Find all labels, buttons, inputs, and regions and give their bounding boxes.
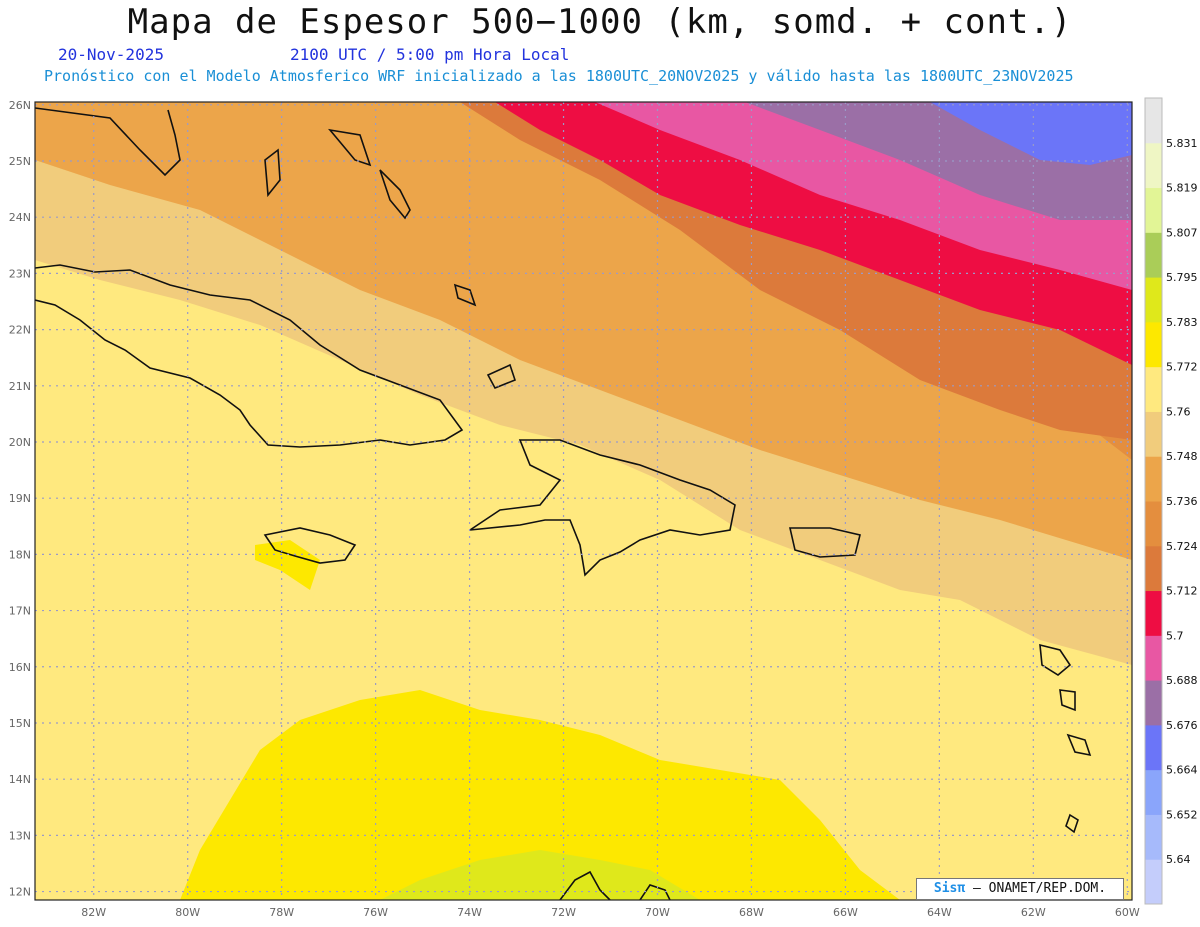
- colorbar-level-label: 5.819: [1166, 182, 1198, 195]
- lon-tick-label: 80W: [175, 906, 200, 919]
- lat-tick-label: 12N: [9, 886, 31, 899]
- martinique-coast: [1066, 733, 1092, 757]
- colorbar-level-label: 5.676: [1166, 719, 1198, 732]
- lon-tick-label: 78W: [269, 906, 294, 919]
- colorbar-swatch: [1145, 277, 1162, 323]
- colorbar-level-label: 5.724: [1166, 540, 1198, 553]
- band-5.664: [930, 102, 1132, 165]
- colorbar-swatch: [1145, 232, 1162, 278]
- colorbar-swatch: [1145, 859, 1162, 905]
- lon-tick-label: 66W: [833, 906, 858, 919]
- puerto-rico-coast: [788, 527, 861, 558]
- guadeloupe-coast: [1039, 643, 1072, 676]
- colorbar-level-label: 5.64: [1166, 853, 1191, 866]
- bahamas-andros: [264, 148, 281, 198]
- colorbar-swatch: [1145, 366, 1162, 412]
- colorbar-level-label: 5.831: [1166, 137, 1198, 150]
- lat-tick-label: 21N: [9, 380, 31, 393]
- band-5.772: [180, 690, 900, 900]
- lon-tick-label: 62W: [1021, 906, 1046, 919]
- forecast-label: Pronóstico con el Modelo Atmosferico WRF…: [44, 67, 1074, 85]
- lat-tick-label: 22N: [9, 324, 31, 337]
- coastlines: [35, 107, 1092, 900]
- colorbar-level-label: 5.76: [1166, 405, 1191, 418]
- lon-tick-label: 76W: [363, 906, 388, 919]
- colorbar-level-label: 5.772: [1166, 361, 1198, 374]
- lon-tick-label: 82W: [81, 906, 106, 919]
- lon-tick-label: 60W: [1115, 906, 1140, 919]
- colorbar-legend: 5.64 5.652 5.664 5.676 5.688 5.7 5.712 5.724 5.7…: [1144, 97, 1198, 905]
- lat-tick-label: 13N: [9, 829, 31, 842]
- colorbar-frame: [1144, 97, 1163, 905]
- colorbar-level-label: 5.652: [1166, 808, 1198, 821]
- lon-tick-label: 68W: [739, 906, 764, 919]
- colorbar-level-label: 5.783: [1166, 316, 1198, 329]
- colorbar-swatch: [1145, 142, 1162, 189]
- lat-tick-label: 14N: [9, 773, 31, 786]
- colorbar-level-label: 5.712: [1166, 585, 1198, 598]
- colorbar-swatch: [1145, 456, 1162, 502]
- credit-text: – ONAMET/REP.DOM.: [973, 881, 1107, 896]
- colorbar-level-label: 5.795: [1166, 271, 1198, 284]
- lat-tick-label: 26N: [9, 99, 31, 112]
- lat-tick-label: 15N: [9, 717, 31, 730]
- map-frame: [34, 101, 1133, 901]
- time-label: 2100 UTC / 5:00 pm Hora Local: [290, 45, 570, 64]
- florida-coast: [35, 107, 181, 177]
- lon-tick-label: 74W: [457, 906, 482, 919]
- cuba-coast: [35, 264, 464, 448]
- lon-tick-label: 72W: [551, 906, 576, 919]
- axis-labels: 26N 25N 24N 23N 22N 21N 20N 19N 18N 17N 16N 15N 14N 1…: [9, 99, 1140, 919]
- colorbar-level-label: 5.7: [1166, 629, 1184, 642]
- lat-tick-label: 18N: [9, 548, 31, 561]
- lat-tick-label: 20N: [9, 436, 31, 449]
- lon-tick-label: 64W: [927, 906, 952, 919]
- colorbar-swatch: [1145, 724, 1162, 771]
- colorbar-level-label: 5.807: [1166, 226, 1198, 239]
- colorbar-swatch: [1145, 590, 1162, 636]
- graticule: [35, 102, 1132, 900]
- lat-tick-label: 24N: [9, 211, 31, 224]
- lat-tick-label: 23N: [9, 267, 31, 280]
- thickness-fill-layer: [35, 102, 1132, 900]
- lon-tick-label: 70W: [645, 906, 670, 919]
- colorbar-swatch: [1145, 321, 1162, 368]
- sispi-logo: Sisπ: [933, 881, 966, 896]
- colorbar-level-label: 5.748: [1166, 450, 1198, 463]
- dominica-coast: [1059, 689, 1076, 712]
- lat-tick-label: 19N: [9, 492, 31, 505]
- colorbar-swatch: [1145, 411, 1162, 457]
- colorbar-swatch: [1145, 769, 1162, 815]
- colorbar-level-label: 5.688: [1166, 674, 1198, 687]
- lat-tick-label: 25N: [9, 155, 31, 168]
- colorbar-swatch: [1145, 545, 1162, 592]
- colorbar-swatch: [1145, 501, 1162, 547]
- colorbar-swatch: [1145, 635, 1162, 681]
- grenada-coast: [1065, 813, 1079, 834]
- colorbar-swatch: [1145, 814, 1162, 860]
- band-5.783: [380, 850, 700, 900]
- hispaniola-coast: [469, 439, 736, 577]
- lat-tick-label: 16N: [9, 661, 31, 674]
- bahamas-abaco: [328, 128, 372, 167]
- colorbar-level-label: 5.664: [1166, 764, 1198, 777]
- band-5.772-jamaica: [255, 540, 320, 590]
- colorbar-swatch: [1145, 680, 1162, 726]
- bahamas-eleuthera: [379, 169, 411, 220]
- turks-caicos: [453, 283, 477, 307]
- colorbar-swatch: [1145, 187, 1162, 233]
- map-title: Mapa de Espesor 500−1000 (km, somd. + co…: [127, 2, 1073, 42]
- great-inagua: [486, 363, 516, 390]
- lat-tick-label: 17N: [9, 605, 31, 618]
- colorbar-swatch: [1145, 98, 1162, 144]
- credit-box: Sisπ – ONAMET/REP.DOM.: [916, 878, 1124, 900]
- date-label: 20-Nov-2025: [58, 45, 164, 64]
- guajira-coast: [559, 870, 611, 900]
- colorbar-level-label: 5.736: [1166, 495, 1198, 508]
